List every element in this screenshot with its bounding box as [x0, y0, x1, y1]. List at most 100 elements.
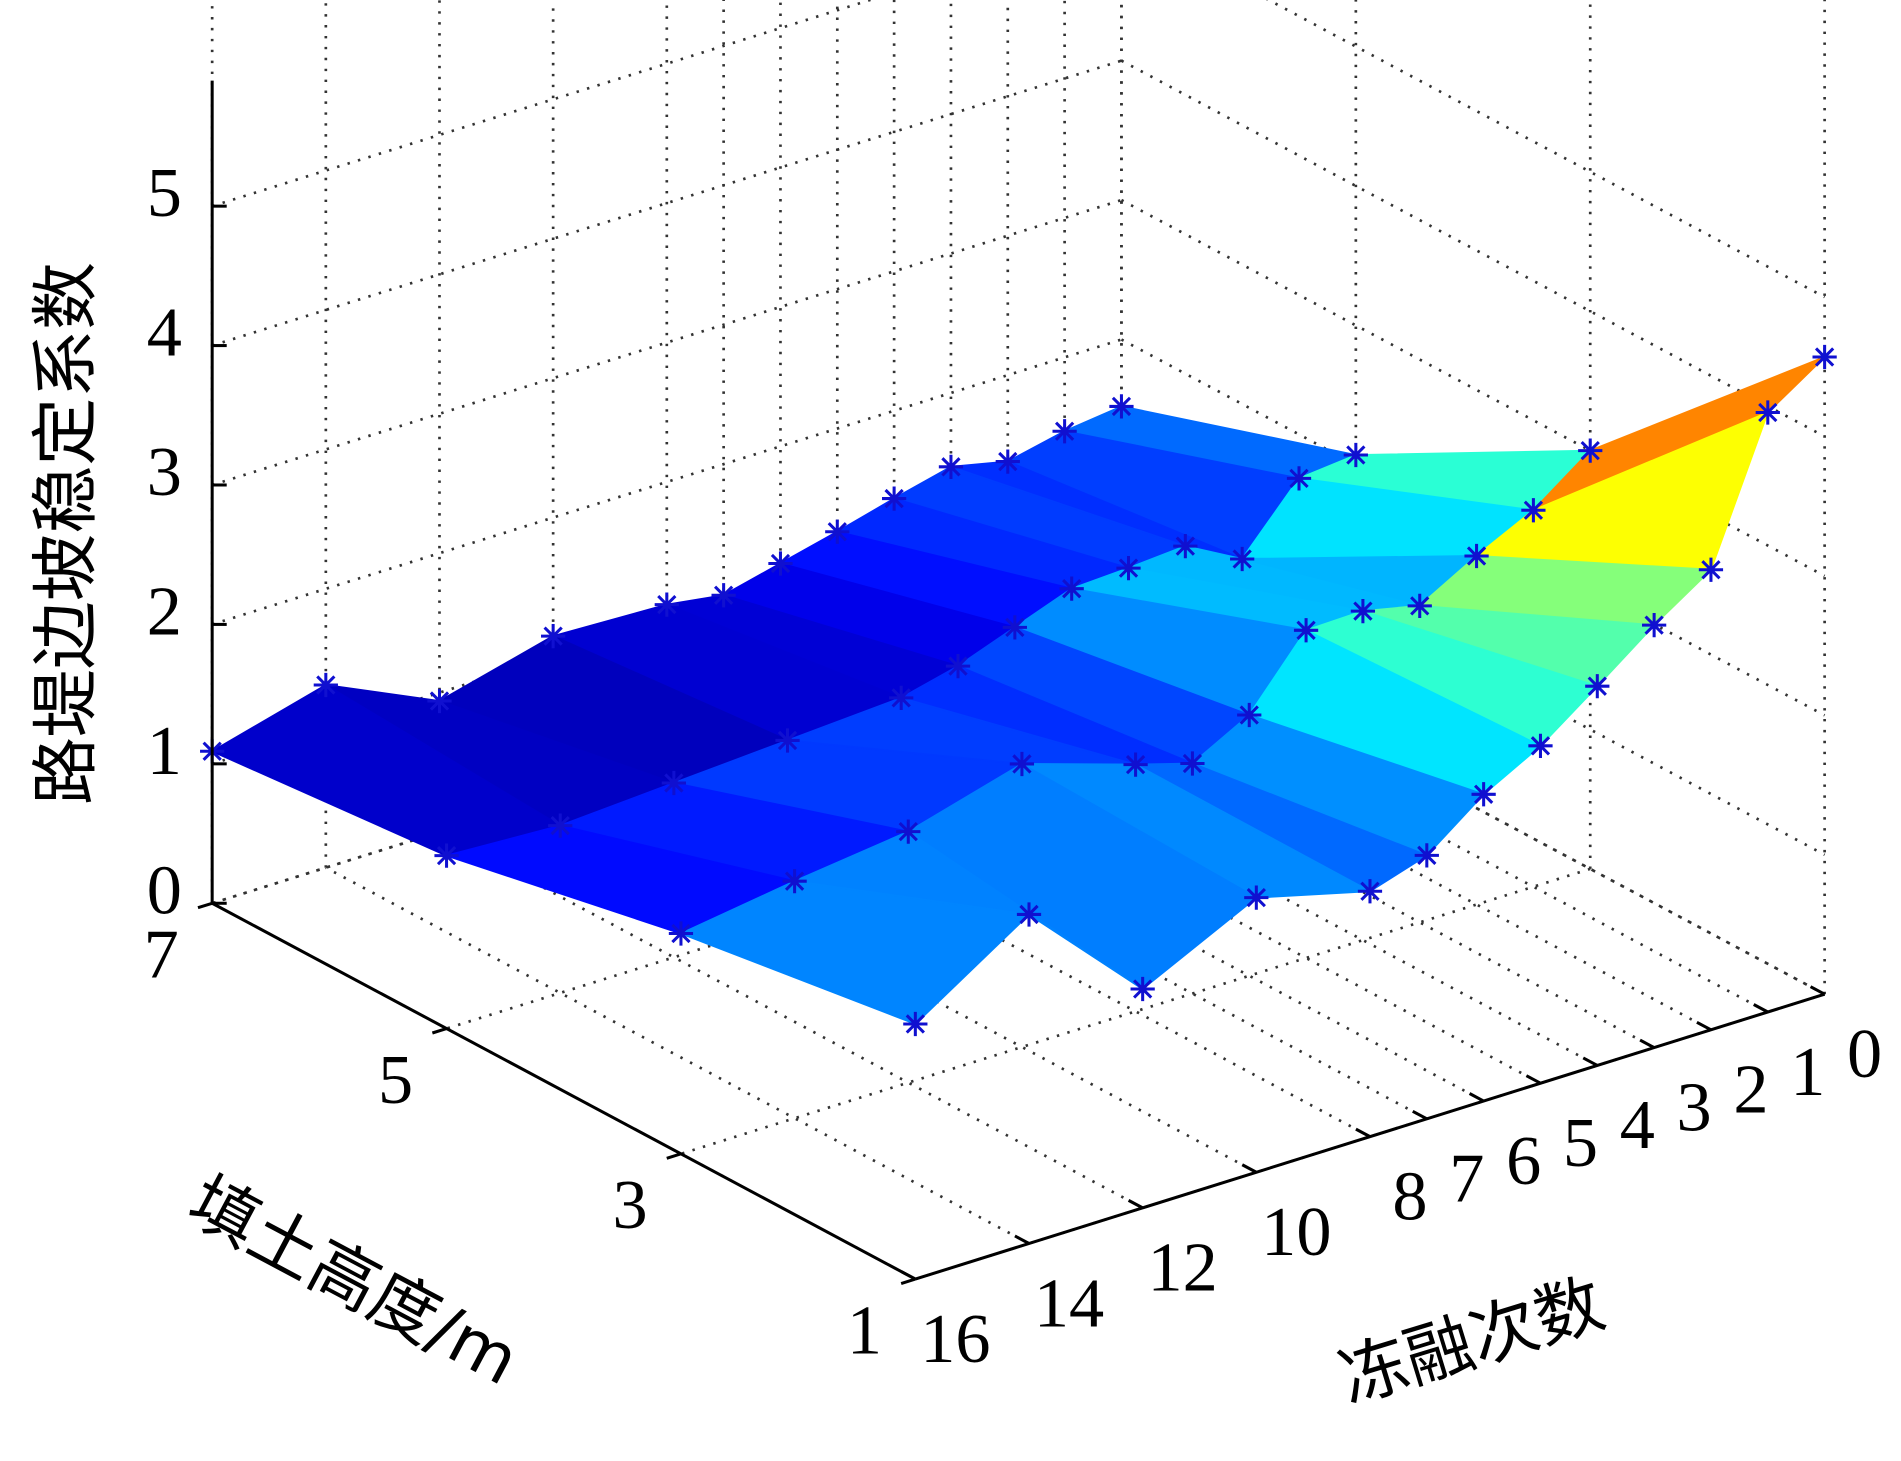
marker: [1016, 902, 1042, 927]
marker: [1343, 442, 1368, 468]
grid-line: [893, 688, 1598, 1067]
y-tick-label: 5: [378, 1041, 413, 1119]
marker: [903, 1011, 928, 1037]
x-tick-label: 6: [1506, 1122, 1541, 1200]
marker: [1123, 752, 1148, 777]
x-tick: [1525, 1074, 1542, 1085]
marker: [1698, 557, 1724, 582]
x-tick-label: 14: [1034, 1264, 1104, 1342]
marker: [313, 672, 338, 698]
marker: [1230, 546, 1255, 572]
grid-line: [325, 866, 1030, 1245]
marker: [434, 843, 459, 868]
marker: [1116, 555, 1141, 581]
x-tick-label: 16: [920, 1300, 990, 1378]
marker: [768, 551, 793, 576]
marker: [938, 454, 964, 479]
x-tick-label: 5: [1563, 1104, 1598, 1182]
marker: [1009, 751, 1035, 777]
z-tick-label: 1: [147, 712, 182, 790]
grid-line: [438, 830, 1144, 1210]
marker: [1642, 613, 1667, 638]
marker: [541, 623, 566, 649]
x-tick-label: 1: [1790, 1033, 1825, 1111]
x-tick: [1468, 1092, 1485, 1103]
grid-line: [1120, 338, 1826, 717]
z-tick-label: 2: [147, 572, 182, 650]
grid-line: [950, 670, 1655, 1049]
grid-line: [1120, 198, 1826, 578]
y-tick: [197, 901, 213, 910]
grid-line: [723, 741, 1428, 1121]
z-tick-label: 4: [147, 294, 182, 372]
grid-line: [836, 706, 1542, 1085]
grid-line: [552, 795, 1257, 1174]
grid-line: [1063, 634, 1769, 1014]
x-tick: [1639, 1038, 1655, 1049]
x-tick-label: 3: [1677, 1068, 1712, 1146]
x-tick: [1241, 1163, 1258, 1174]
marker: [1293, 618, 1319, 643]
marker: [548, 813, 573, 838]
x-tick: [1582, 1056, 1599, 1067]
y-tick-label: 7: [144, 916, 179, 994]
x-tick: [1412, 1109, 1428, 1121]
marker: [1350, 598, 1376, 624]
grid: [210, 0, 1826, 1281]
y-tick-label: 3: [612, 1166, 647, 1244]
marker: [1464, 543, 1489, 569]
y-tick: [900, 1277, 916, 1285]
marker: [1244, 885, 1269, 910]
y-axis: [211, 901, 917, 1281]
x-tick-label: 8: [1392, 1157, 1427, 1235]
x-tick-label: 7: [1449, 1140, 1484, 1218]
surface: [200, 344, 1837, 1037]
marker: [825, 519, 850, 544]
grid-line: [666, 759, 1371, 1138]
marker: [882, 486, 907, 511]
x-tick-label: 2: [1733, 1051, 1768, 1129]
marker: [1130, 976, 1155, 1002]
x-tick: [1014, 1234, 1030, 1245]
marker: [1521, 498, 1546, 523]
marker: [1109, 394, 1134, 419]
marker: [1002, 615, 1027, 640]
marker: [711, 583, 736, 608]
marker: [1173, 533, 1198, 559]
x-tick: [1696, 1020, 1712, 1032]
marker: [654, 592, 679, 617]
marker: [661, 770, 687, 796]
x-tick: [900, 1270, 917, 1281]
z-tick-label: 0: [147, 851, 182, 929]
marker: [782, 869, 807, 894]
marker: [427, 688, 452, 714]
marker: [1414, 843, 1439, 868]
z-tick-label: 5: [147, 154, 182, 232]
x-tick: [1127, 1199, 1144, 1210]
marker: [668, 921, 694, 946]
marker: [1180, 751, 1205, 776]
grid-line: [1120, 617, 1826, 996]
marker: [1286, 466, 1312, 491]
marker: [1237, 702, 1262, 728]
marker: [1812, 344, 1837, 370]
x-tick: [1355, 1127, 1371, 1138]
y-tick: [431, 1027, 448, 1035]
grid-line: [779, 724, 1485, 1103]
marker: [995, 449, 1020, 474]
marker: [1407, 593, 1432, 618]
marker: [1528, 733, 1553, 758]
y-tick-label: 1: [847, 1291, 882, 1369]
marker: [889, 685, 914, 710]
x-tick-label: 12: [1148, 1229, 1218, 1307]
marker: [1059, 576, 1084, 601]
marker: [896, 819, 921, 844]
z-tick-label: 3: [147, 433, 182, 511]
x-tick-label: 0: [1847, 1015, 1882, 1093]
x-tick: [1753, 1003, 1769, 1014]
grid-line: [1007, 652, 1712, 1031]
x-tick-label: 10: [1261, 1193, 1331, 1271]
